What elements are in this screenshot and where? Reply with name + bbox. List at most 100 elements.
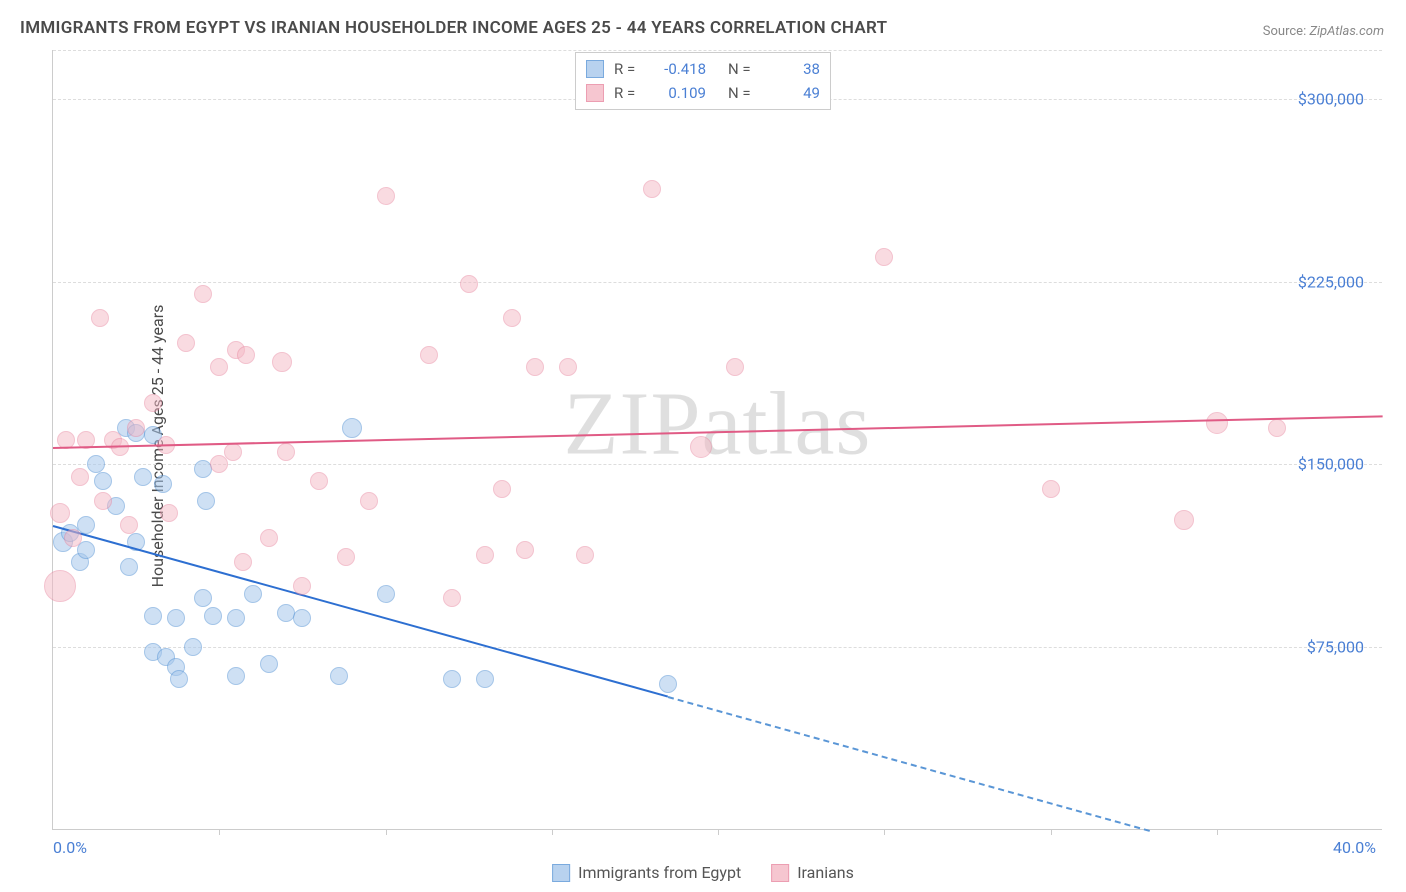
data-point xyxy=(277,604,295,622)
data-point xyxy=(293,609,311,627)
data-point xyxy=(197,492,215,510)
data-point xyxy=(493,480,511,498)
plot-area: ZIPatlas $75,000 $150,000 $225,000 $300,000… xyxy=(52,50,1382,830)
x-tick xyxy=(552,829,553,835)
data-point xyxy=(443,589,461,607)
data-point xyxy=(1174,510,1194,530)
gridline xyxy=(53,647,1382,648)
data-point xyxy=(127,419,145,437)
data-point xyxy=(310,472,328,490)
data-point xyxy=(875,248,893,266)
source-attribution: Source: ZipAtlas.com xyxy=(1263,24,1384,39)
data-point xyxy=(91,309,109,327)
data-point xyxy=(1268,419,1286,437)
x-tick xyxy=(1217,829,1218,835)
data-point xyxy=(460,275,478,293)
data-point xyxy=(224,443,242,461)
data-point xyxy=(87,455,105,473)
data-point xyxy=(144,607,162,625)
data-point xyxy=(260,655,278,673)
data-point xyxy=(237,346,255,364)
data-point xyxy=(177,334,195,352)
data-point xyxy=(330,667,348,685)
legend-r-value: 0.109 xyxy=(656,84,706,102)
data-point xyxy=(476,670,494,688)
legend-label: Immigrants from Egypt xyxy=(578,863,741,882)
y-tick-label: $300,000 xyxy=(1298,89,1364,108)
data-point xyxy=(227,667,245,685)
x-tick xyxy=(1051,829,1052,835)
data-point xyxy=(293,577,311,595)
legend-n-value: 49 xyxy=(770,84,820,102)
data-point xyxy=(1042,480,1060,498)
x-tick xyxy=(718,829,719,835)
data-point xyxy=(476,546,494,564)
legend-n-label: N = xyxy=(728,60,760,78)
data-point xyxy=(144,394,162,412)
legend-item: Iranians xyxy=(771,863,854,882)
data-point xyxy=(337,548,355,566)
data-point xyxy=(643,180,661,198)
data-point xyxy=(167,609,185,627)
legend-swatch xyxy=(552,864,570,882)
data-point xyxy=(71,468,89,486)
series-legend: Immigrants from Egypt Iranians xyxy=(552,863,854,882)
x-tick xyxy=(386,829,387,835)
legend-row: R = 0.109 N = 49 xyxy=(586,81,820,105)
data-point xyxy=(576,546,594,564)
data-point xyxy=(170,670,188,688)
data-point xyxy=(94,472,112,490)
data-point xyxy=(210,358,228,376)
legend-swatch xyxy=(586,84,604,102)
data-point xyxy=(526,358,544,376)
y-tick-label: $225,000 xyxy=(1298,272,1364,291)
legend-swatch xyxy=(586,60,604,78)
data-point xyxy=(64,529,82,547)
correlation-legend: R = -0.418 N = 38 R = 0.109 N = 49 xyxy=(575,52,831,110)
data-point xyxy=(194,460,212,478)
watermark: ZIPatlas xyxy=(564,372,872,475)
legend-r-value: -0.418 xyxy=(656,60,706,78)
data-point xyxy=(726,358,744,376)
data-point xyxy=(360,492,378,510)
x-tick xyxy=(219,829,220,835)
data-point xyxy=(184,638,202,656)
data-point xyxy=(260,529,278,547)
y-tick-label: $75,000 xyxy=(1307,638,1364,657)
gridline xyxy=(53,464,1382,465)
data-point xyxy=(44,570,76,602)
legend-swatch xyxy=(771,864,789,882)
data-point xyxy=(516,541,534,559)
data-point xyxy=(420,346,438,364)
legend-n-label: N = xyxy=(728,84,760,102)
y-tick-label: $150,000 xyxy=(1298,455,1364,474)
data-point xyxy=(443,670,461,688)
legend-r-label: R = xyxy=(614,84,646,102)
data-point xyxy=(503,309,521,327)
legend-n-value: 38 xyxy=(770,60,820,78)
data-point xyxy=(277,443,295,461)
legend-item: Immigrants from Egypt xyxy=(552,863,741,882)
trendline xyxy=(668,696,1151,832)
data-point xyxy=(194,285,212,303)
data-point xyxy=(94,492,112,510)
data-point xyxy=(194,589,212,607)
data-point xyxy=(50,503,70,523)
x-tick xyxy=(884,829,885,835)
data-point xyxy=(377,585,395,603)
data-point xyxy=(204,607,222,625)
gridline xyxy=(53,50,1382,51)
x-tick-label: 0.0% xyxy=(53,838,87,857)
gridline xyxy=(53,282,1382,283)
legend-r-label: R = xyxy=(614,60,646,78)
data-point xyxy=(559,358,577,376)
data-point xyxy=(160,504,178,522)
data-point xyxy=(120,516,138,534)
data-point xyxy=(227,609,245,627)
data-point xyxy=(272,352,292,372)
data-point xyxy=(659,675,677,693)
data-point xyxy=(134,468,152,486)
legend-label: Iranians xyxy=(797,863,854,882)
data-point xyxy=(377,187,395,205)
data-point xyxy=(154,475,172,493)
